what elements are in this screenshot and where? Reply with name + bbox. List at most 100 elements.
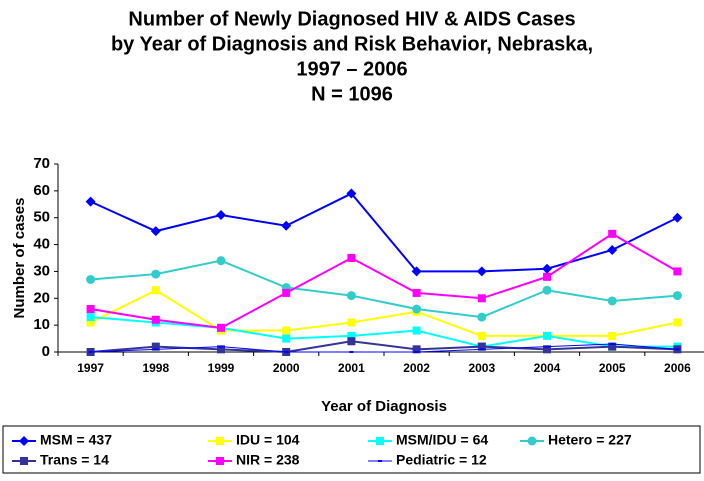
x-tick-label: 2000	[273, 361, 300, 375]
point	[88, 351, 93, 353]
series-line	[90, 192, 678, 273]
x-tick-label: 1998	[142, 361, 169, 375]
point	[477, 331, 486, 340]
x-tick-label: 1999	[208, 361, 235, 375]
chart-title: 1997 – 2006	[296, 58, 407, 80]
series-line	[90, 343, 678, 353]
point	[543, 272, 551, 281]
point	[86, 305, 95, 314]
point	[281, 220, 292, 231]
point	[153, 348, 158, 351]
legend-label: IDU = 104	[236, 432, 300, 448]
series-line	[90, 316, 678, 348]
point	[542, 263, 552, 274]
chart-title: by Year of Diagnosis and Risk Behavior, …	[111, 33, 593, 55]
x-tick-label: 2003	[468, 361, 495, 375]
point	[675, 348, 680, 351]
x-tick-label: 2002	[403, 361, 430, 375]
point	[282, 288, 291, 297]
point	[346, 188, 357, 199]
x-tick-label: 2004	[534, 361, 561, 375]
legend-label: MSM/IDU = 64	[396, 432, 488, 448]
chart-title: N = 1096	[311, 83, 393, 105]
point	[477, 294, 486, 303]
y-tick-label: 10	[33, 316, 50, 333]
y-tick-label: 0	[42, 343, 50, 360]
point	[347, 254, 356, 262]
point	[412, 304, 422, 314]
point	[150, 226, 161, 237]
point	[412, 288, 421, 297]
series-line	[90, 232, 678, 329]
legend-marker	[378, 460, 382, 462]
series-line	[90, 289, 678, 337]
point	[85, 196, 96, 207]
point	[608, 229, 617, 238]
series-line	[90, 259, 678, 319]
point	[672, 212, 683, 223]
point	[411, 266, 422, 277]
point	[414, 351, 419, 353]
y-tick-label: 20	[33, 289, 50, 306]
point	[86, 313, 95, 322]
y-tick-label: 30	[33, 262, 50, 279]
x-tick-label: 1997	[77, 361, 104, 375]
point	[86, 318, 95, 327]
legend-marker	[216, 437, 224, 445]
point	[673, 318, 682, 327]
legend-label: Trans = 14	[40, 452, 109, 468]
point	[412, 326, 421, 335]
legend-marker	[376, 437, 384, 445]
x-tick-label: 2001	[338, 361, 365, 375]
point	[543, 331, 551, 340]
point	[672, 291, 682, 301]
point	[219, 345, 223, 348]
point	[607, 296, 617, 306]
x-tick-label: 2006	[664, 361, 691, 375]
x-axis-title: Year of Diagnosis	[321, 398, 447, 415]
point	[479, 348, 484, 351]
point	[545, 345, 549, 348]
point	[608, 331, 617, 340]
point	[477, 312, 487, 322]
point	[86, 274, 96, 284]
point	[347, 318, 356, 327]
y-tick-label: 60	[33, 182, 50, 199]
point	[542, 285, 552, 295]
chart-title: Number of Newly Diagnosed HIV & AIDS Cas…	[128, 8, 575, 30]
point	[412, 345, 421, 354]
point	[284, 351, 289, 353]
y-tick-label: 40	[33, 236, 50, 253]
point	[282, 334, 291, 343]
point	[608, 342, 617, 351]
point	[282, 326, 291, 335]
point	[217, 323, 225, 332]
point	[151, 342, 160, 351]
legend-label: Pediatric = 12	[396, 452, 487, 468]
legend-marker	[527, 436, 537, 446]
y-tick-label: 50	[33, 209, 50, 226]
legend-label: Hetero = 227	[548, 432, 632, 448]
point	[216, 256, 226, 266]
legend-label: MSM = 437	[40, 432, 112, 448]
point	[347, 337, 356, 346]
point	[217, 345, 225, 354]
point	[216, 210, 226, 221]
point	[151, 269, 161, 279]
y-axis-title: Number of cases	[11, 198, 28, 319]
x-tick-label: 2005	[599, 361, 626, 375]
point	[476, 266, 487, 277]
point	[349, 351, 354, 353]
legend-marker	[20, 457, 28, 465]
point	[607, 244, 618, 255]
point	[151, 286, 160, 295]
legend-marker	[216, 457, 224, 465]
legend-marker	[19, 436, 29, 446]
point	[151, 315, 160, 324]
legend-box	[2, 425, 701, 474]
point	[347, 331, 356, 340]
point	[346, 291, 356, 301]
legend-label: NIR = 238	[236, 452, 300, 468]
point	[673, 267, 682, 276]
